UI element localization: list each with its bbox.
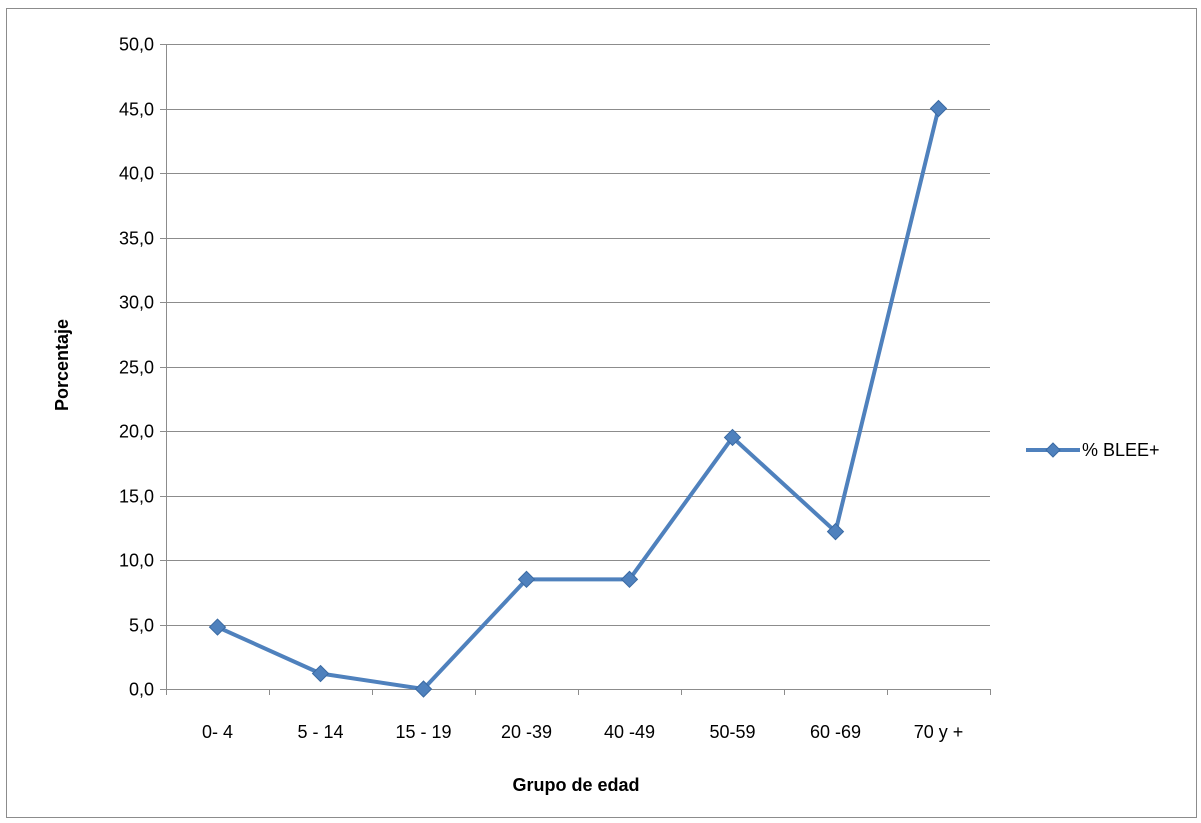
y-tick-label: 15,0	[119, 487, 154, 507]
y-tick-label: 35,0	[119, 229, 154, 249]
data-point-marker	[517, 570, 536, 589]
x-tick-label: 60 -69	[810, 722, 861, 742]
x-tick-label: 40 -49	[604, 722, 655, 742]
legend-series-label: % BLEE+	[1082, 440, 1160, 460]
gridlines	[160, 44, 991, 695]
x-tick-label: 50-59	[709, 722, 755, 742]
data-point-marker	[929, 99, 948, 118]
series-line	[216, 108, 941, 691]
x-tick-label: 0- 4	[202, 722, 233, 742]
y-axis-title: Porcentaje	[52, 319, 72, 411]
y-tick-label: 50,0	[119, 35, 154, 55]
y-tick-label: 25,0	[119, 358, 154, 378]
series-group	[208, 99, 948, 698]
legend: % BLEE+	[1026, 440, 1160, 460]
x-tick-label: 70 y +	[914, 722, 964, 742]
y-tick-labels: 0,0 5,0 10,0 15,0 20,0 25,0 30,0 35,0 40,0 45,0 50…	[119, 35, 154, 700]
x-tick-label: 5 - 14	[297, 722, 343, 742]
y-tick-label: 20,0	[119, 422, 154, 442]
data-point-marker	[414, 680, 433, 698]
y-tick-label: 45,0	[119, 100, 154, 120]
x-tick-label: 20 -39	[501, 722, 552, 742]
x-tick-labels: 0- 4 5 - 14 15 - 19 20 -39 40 -49 50-59 60 -69…	[202, 722, 963, 742]
data-point-marker	[620, 570, 639, 589]
y-tick-label: 30,0	[119, 293, 154, 313]
x-tick-label: 15 - 19	[395, 722, 451, 742]
data-point-marker	[311, 664, 330, 683]
y-tick-label: 5,0	[129, 616, 154, 636]
chart-frame	[6, 8, 1197, 818]
data-point-marker	[208, 618, 227, 636]
data-point-marker	[826, 522, 845, 541]
y-tick-label: 40,0	[119, 164, 154, 184]
y-tick-label: 0,0	[129, 680, 154, 700]
y-tick-label: 10,0	[119, 551, 154, 571]
legend-series-marker	[1045, 442, 1061, 458]
data-point-marker	[723, 428, 742, 447]
x-axis-title: Grupo de edad	[512, 775, 639, 795]
